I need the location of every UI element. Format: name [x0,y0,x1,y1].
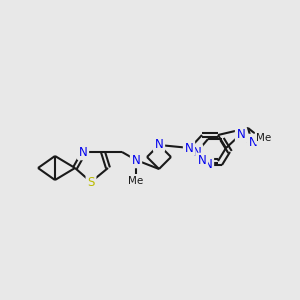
Text: N: N [204,158,212,172]
Text: N: N [249,136,257,148]
Text: N: N [154,137,164,151]
Text: N: N [79,146,87,158]
Text: N: N [193,146,201,158]
Text: N: N [132,154,140,166]
Text: N: N [237,128,245,142]
Text: Me: Me [128,176,144,186]
Text: S: S [87,176,95,188]
Text: N: N [184,142,194,154]
Text: Me: Me [256,133,272,143]
Text: N: N [198,154,206,167]
